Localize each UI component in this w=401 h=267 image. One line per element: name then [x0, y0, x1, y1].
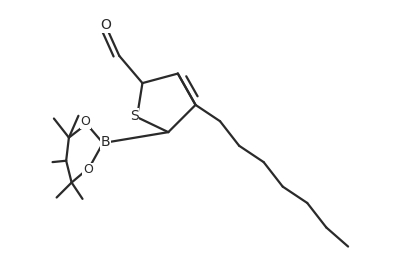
Text: O: O: [100, 18, 111, 32]
Text: O: O: [80, 115, 90, 128]
Text: S: S: [130, 109, 138, 123]
Text: B: B: [100, 135, 109, 150]
Text: O: O: [83, 163, 93, 176]
